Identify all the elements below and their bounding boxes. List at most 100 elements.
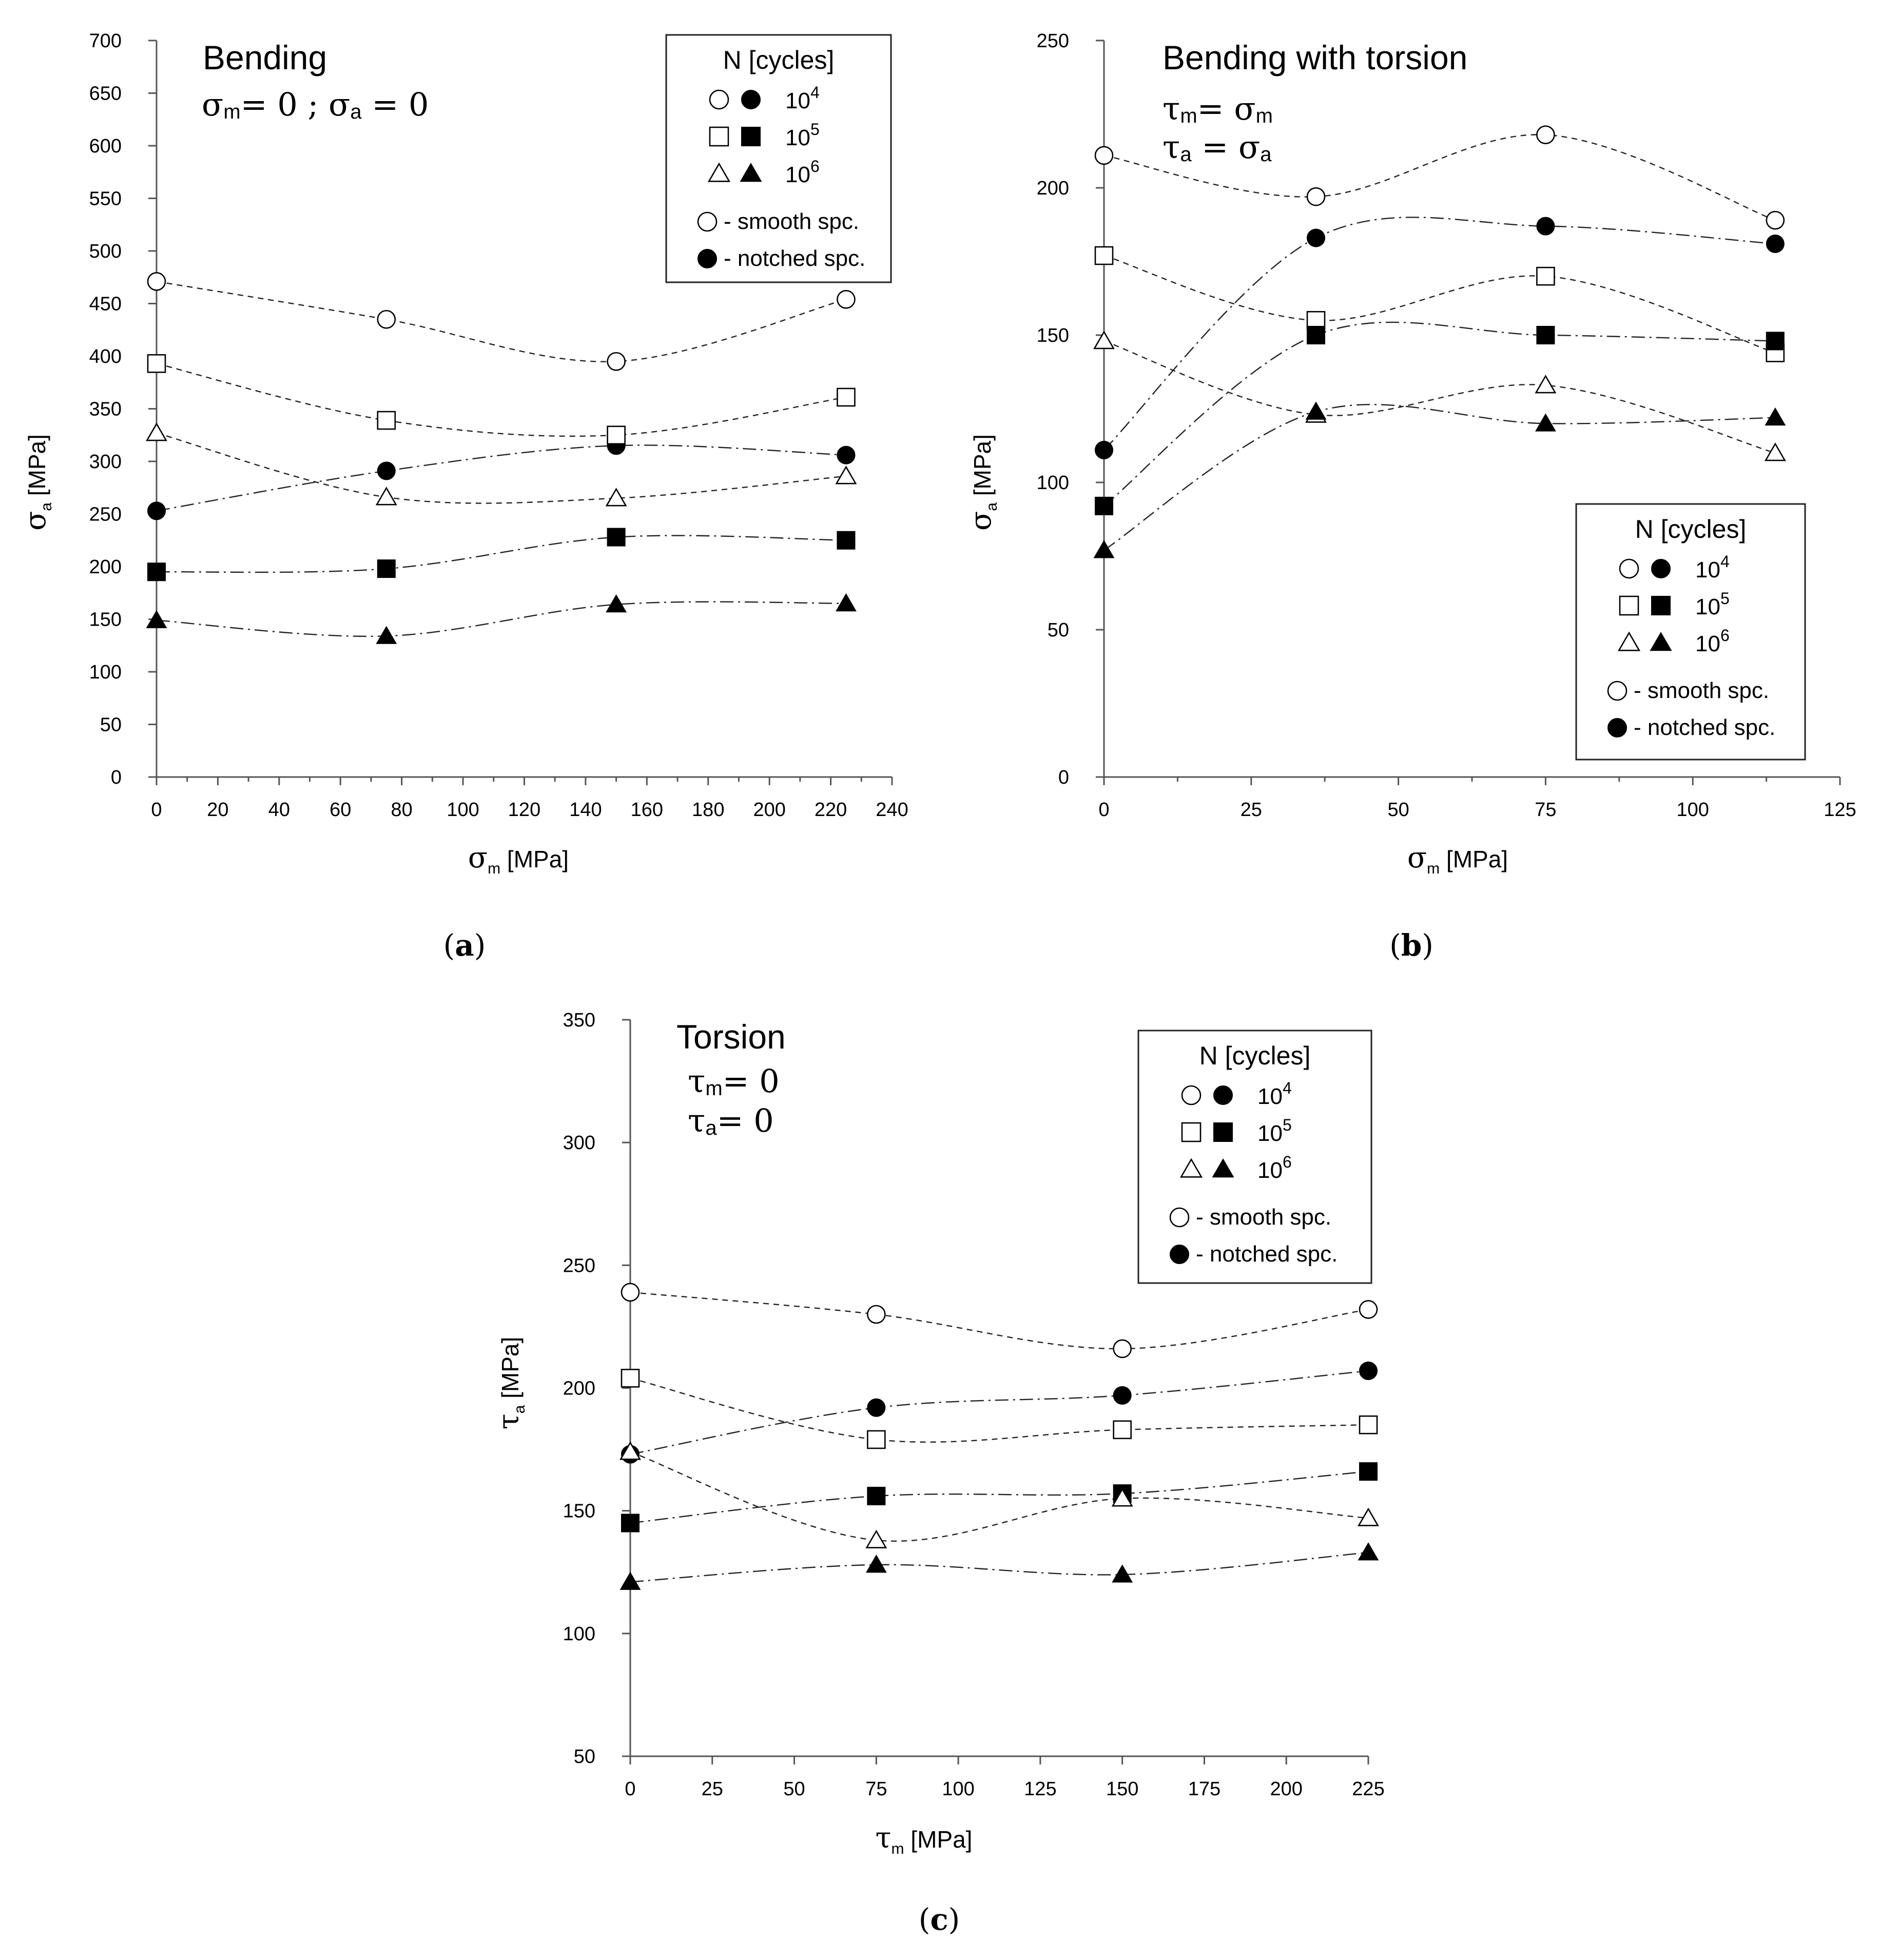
- legend-title: N [cycles]: [1635, 515, 1747, 544]
- legend-smooth-circle-icon: [1169, 1207, 1190, 1228]
- x-tick-label: 100: [1676, 799, 1709, 821]
- series-line-4: [1103, 340, 1776, 454]
- legend: N [cycles] 104 105 106 - smooth spc. - notche…: [665, 34, 892, 283]
- data-point: [835, 465, 857, 484]
- y-tick-label: 250: [89, 504, 122, 526]
- data-point: [1306, 326, 1325, 344]
- data-point: [1536, 326, 1555, 344]
- legend-cycles-label: 104: [1257, 1079, 1292, 1109]
- x-tick-label: 125: [1824, 799, 1856, 821]
- series-line-5: [156, 601, 846, 637]
- y-tick-label: 100: [563, 1623, 595, 1645]
- legend-notched-label: - notched spc.: [724, 246, 865, 271]
- y-tick-label: 650: [89, 83, 122, 105]
- legend-open-triangle-icon: [1179, 1158, 1203, 1178]
- data-point: [1358, 1507, 1379, 1526]
- data-point: [1766, 332, 1785, 351]
- y-tick-label: 250: [563, 1255, 595, 1276]
- x-tick-label: 75: [865, 1778, 887, 1800]
- legend-filled-triangle-icon: [740, 163, 762, 182]
- data-point: [836, 593, 857, 612]
- data-point: [619, 1571, 641, 1590]
- data-point: [1536, 266, 1555, 286]
- y-tick-label: 100: [1037, 472, 1069, 494]
- legend-smooth-circle-icon: [1607, 681, 1628, 701]
- condition-annotation: σm= 0 ; σa = 0: [202, 86, 429, 123]
- legend-filled-square-icon: [1651, 596, 1671, 615]
- y-tick-label: 700: [89, 30, 122, 52]
- x-tick-label: 25: [1241, 799, 1262, 821]
- legend-filled-triangle-icon: [1212, 1158, 1234, 1178]
- x-tick-label: 180: [692, 799, 724, 821]
- data-point: [1535, 413, 1556, 432]
- legend-frame: [665, 34, 892, 283]
- y-axis-title: τa [MPa]: [492, 1337, 528, 1430]
- series-line-2: [156, 363, 846, 437]
- legend-cycles-label: 106: [1257, 1153, 1292, 1183]
- x-tick-label: 0: [151, 799, 162, 821]
- panel-a: 0 20 40 60 80 100 120 140 160 180 200 220 240 0 50 100 1…: [19, 30, 908, 963]
- y-tick-label: 150: [89, 609, 122, 631]
- y-tick-label: 200: [1037, 178, 1069, 199]
- y-tick-label: 50: [100, 714, 122, 736]
- data-point: [867, 1486, 886, 1505]
- data-point: [1359, 1300, 1378, 1319]
- legend-frame: [1575, 503, 1806, 761]
- legend-filled-circle-icon: [741, 90, 761, 109]
- data-point: [1094, 246, 1114, 265]
- x-axis-title: σm [MPa]: [1407, 841, 1508, 877]
- y-tick-label: 150: [1037, 325, 1069, 346]
- data-point: [607, 425, 626, 445]
- x-tick-label: 0: [625, 1778, 635, 1800]
- data-point: [1095, 440, 1113, 459]
- data-point: [1306, 187, 1326, 206]
- legend-open-square-icon: [709, 126, 729, 147]
- legend-cycles-label: 104: [1695, 552, 1730, 583]
- x-tick-label: 40: [268, 799, 290, 821]
- series-line-0: [1103, 134, 1776, 221]
- data-point: [1359, 1415, 1378, 1434]
- panel-caption-letter: b: [1401, 928, 1422, 963]
- chart-title: Bending: [203, 38, 327, 76]
- y-tick-label: 100: [89, 662, 122, 683]
- data-point: [621, 1369, 640, 1388]
- series-line-4: [156, 432, 846, 504]
- data-point: [377, 559, 396, 578]
- legend-notched-label: - notched spc.: [1196, 1241, 1338, 1267]
- y-tick-label: 350: [563, 1010, 595, 1031]
- y-tick-label: 150: [563, 1501, 595, 1522]
- data-point: [376, 626, 397, 644]
- legend-filled-circle-icon: [1213, 1085, 1233, 1105]
- legend-title: N [cycles]: [1199, 1041, 1311, 1070]
- series-line-2: [630, 1377, 1369, 1443]
- data-point: [865, 1555, 887, 1573]
- data-point: [1113, 1339, 1132, 1359]
- x-tick-label: 0: [1098, 799, 1109, 821]
- legend-notched-circle-icon: [1607, 718, 1627, 738]
- data-point: [1765, 407, 1786, 426]
- data-point: [837, 531, 856, 550]
- legend-title: N [cycles]: [723, 46, 835, 74]
- y-tick-label: 200: [89, 556, 122, 578]
- panel-caption: (b): [1389, 928, 1434, 963]
- legend-smooth-label: - smooth spc.: [1634, 678, 1769, 703]
- legend-open-triangle-icon: [707, 162, 731, 182]
- data-point: [837, 445, 856, 464]
- data-point: [867, 1430, 886, 1449]
- series-line-3: [1103, 321, 1775, 507]
- x-tick-label: 175: [1188, 1778, 1221, 1800]
- legend-open-circle-icon: [709, 89, 729, 110]
- data-point: [621, 1513, 640, 1532]
- legend-cycles-label: 105: [1257, 1116, 1292, 1146]
- x-tick-label: 80: [391, 799, 413, 821]
- y-tick-label: 450: [89, 294, 122, 315]
- x-tick-label: 50: [1387, 799, 1409, 821]
- x-tick-label: 220: [815, 799, 847, 821]
- data-point: [1305, 401, 1327, 420]
- panel-caption-letter: c: [930, 1902, 948, 1937]
- data-point: [146, 422, 167, 441]
- data-point: [867, 1398, 886, 1417]
- panel-caption-letter: a: [455, 928, 474, 963]
- data-point: [1095, 496, 1113, 515]
